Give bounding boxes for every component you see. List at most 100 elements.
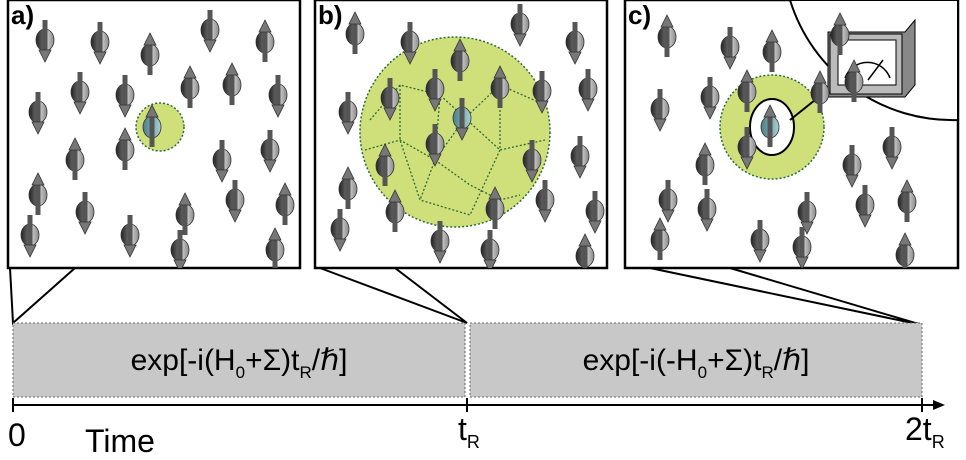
spin xyxy=(737,69,757,112)
spin xyxy=(20,215,40,258)
spin-head xyxy=(183,65,197,79)
spin xyxy=(115,127,135,170)
formula-part: +Σ)t xyxy=(245,344,300,377)
spin-head xyxy=(740,69,754,83)
spin xyxy=(895,232,915,268)
subscript: R xyxy=(299,363,311,382)
spin-head xyxy=(581,98,595,112)
spin-head xyxy=(38,49,52,63)
spin-head xyxy=(31,121,45,135)
spins xyxy=(20,4,917,268)
spin xyxy=(855,185,875,228)
spin xyxy=(115,75,135,118)
spin xyxy=(380,78,400,121)
spin xyxy=(330,209,350,252)
spin-head xyxy=(660,14,674,28)
spin-head xyxy=(145,104,159,118)
spin-head xyxy=(73,101,87,115)
formula-part: /ℏ] xyxy=(312,344,348,377)
tick-main: 2t xyxy=(905,411,932,447)
spin-head xyxy=(847,59,861,73)
spin-head xyxy=(143,32,157,46)
spin xyxy=(480,230,500,268)
spin xyxy=(338,166,358,209)
stage-label: exp[-i(H0+Σ)tR/ℏ] xyxy=(131,344,348,382)
spin xyxy=(338,92,358,135)
spin-head xyxy=(225,62,239,76)
spin-head xyxy=(455,127,469,141)
spin-head xyxy=(513,33,527,47)
spin xyxy=(268,75,288,118)
spin-head xyxy=(278,182,292,196)
tick-label: tR xyxy=(458,411,480,452)
spin-head xyxy=(765,29,779,43)
spin-head xyxy=(428,153,442,167)
spin xyxy=(200,10,220,53)
spin-head xyxy=(341,121,355,135)
stage-box xyxy=(469,322,923,398)
spin xyxy=(65,137,85,180)
spin xyxy=(275,182,295,225)
spin-head xyxy=(271,104,285,118)
spin-head xyxy=(341,166,355,180)
spin xyxy=(737,127,757,170)
spin-head xyxy=(378,143,392,157)
spin-head xyxy=(900,179,914,193)
spin xyxy=(452,98,472,141)
spin-head xyxy=(68,137,82,151)
spin-head xyxy=(653,118,667,132)
spin-head xyxy=(123,244,137,258)
spin xyxy=(658,180,678,223)
spin xyxy=(700,77,720,120)
spin-head xyxy=(653,217,667,231)
spin-head xyxy=(403,51,417,65)
spin xyxy=(140,32,160,75)
spin xyxy=(142,104,162,147)
spin xyxy=(842,145,862,188)
spin-head xyxy=(703,106,717,120)
panel-label: c) xyxy=(628,0,651,30)
spin xyxy=(425,124,445,167)
spin-head xyxy=(118,127,132,141)
spin xyxy=(720,27,740,70)
spin xyxy=(697,189,717,232)
tick-main: t xyxy=(458,411,467,447)
spin-head xyxy=(568,51,582,65)
spin xyxy=(650,217,670,260)
spin-head xyxy=(833,12,847,26)
axis-arrow xyxy=(933,400,945,410)
spin-head xyxy=(700,218,714,232)
spin-head xyxy=(228,209,242,223)
spin xyxy=(490,65,510,108)
spin xyxy=(28,92,48,135)
spin xyxy=(175,192,195,235)
spin-head xyxy=(203,39,217,53)
spin-head xyxy=(588,220,602,234)
spin xyxy=(882,127,902,170)
spin xyxy=(762,29,782,72)
spin-head xyxy=(661,209,675,223)
formula-part: +Σ)t xyxy=(707,344,762,377)
spin-head xyxy=(845,174,859,188)
spin xyxy=(585,191,605,234)
axis-title: Time xyxy=(85,423,155,459)
tick-label: 2tR xyxy=(905,411,945,452)
spin xyxy=(120,215,140,258)
spin xyxy=(430,221,450,264)
spin xyxy=(532,71,552,114)
spin xyxy=(750,220,770,263)
spin xyxy=(830,12,850,55)
spin xyxy=(570,136,590,179)
spin xyxy=(400,22,420,65)
spin xyxy=(695,142,715,185)
subscript: R xyxy=(932,432,945,452)
spin xyxy=(522,140,542,183)
spin xyxy=(255,19,275,62)
spin-head xyxy=(698,142,712,156)
spin-head xyxy=(453,38,467,52)
spin xyxy=(170,230,190,268)
spin-head xyxy=(258,19,272,33)
spin xyxy=(510,4,530,47)
spin-head xyxy=(348,11,362,25)
